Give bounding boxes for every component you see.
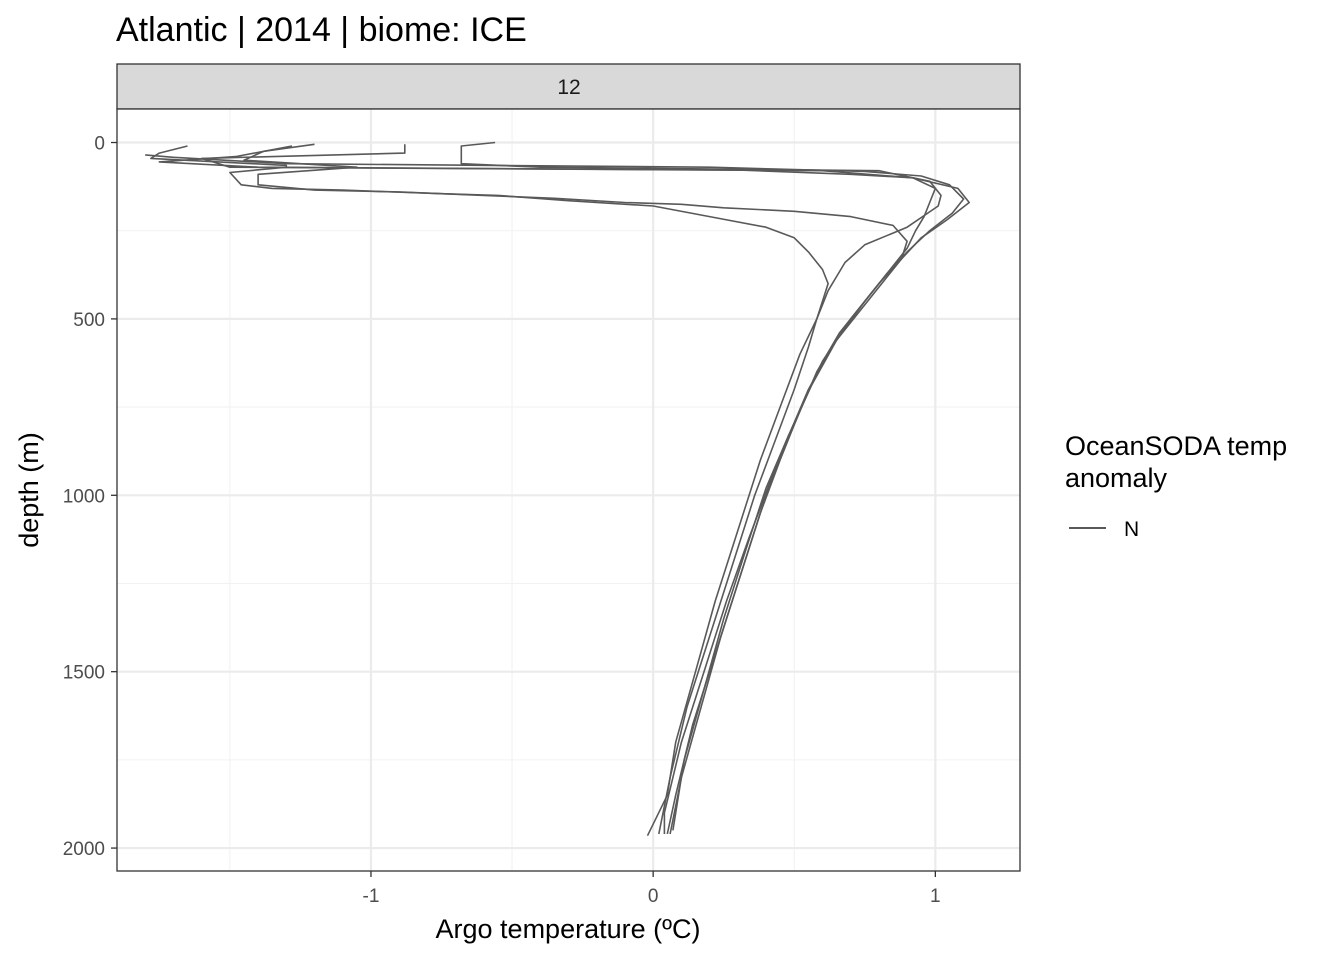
x-tick-label: -1	[363, 886, 380, 907]
grid-minor	[117, 109, 1020, 871]
legend-entry-n: N	[1124, 518, 1139, 541]
profile-line-4	[150, 145, 829, 835]
facet-strip-label: 12	[557, 76, 580, 99]
y-tick-label: 500	[73, 310, 105, 331]
legend-title-line1: OceanSODA temp	[1065, 431, 1287, 461]
panel-border	[116, 108, 1021, 872]
y-tick-label: 0	[94, 134, 105, 155]
x-tick-label: 0	[648, 886, 659, 907]
y-axis-title: depth (m)	[14, 432, 44, 548]
series-layer	[145, 141, 970, 837]
profile-line-3	[158, 145, 937, 835]
x-axis: -1 0 1	[363, 871, 941, 907]
legend-title-line2: anomaly	[1065, 463, 1168, 493]
plot-panel	[117, 109, 1020, 871]
x-tick-label: 1	[930, 886, 941, 907]
profile-line-1	[460, 141, 942, 837]
y-axis: 0 500 1000 1500 2000	[63, 134, 117, 860]
chart-title: Atlantic | 2014 | biome: ICE	[116, 11, 527, 49]
y-tick-label: 1000	[63, 486, 105, 507]
facet-strip	[116, 63, 1021, 110]
grid-major	[117, 109, 1020, 871]
profile-line-6	[145, 154, 965, 831]
x-axis-title: Argo temperature (ºC)	[436, 914, 701, 944]
legend: OceanSODA temp anomaly N	[1065, 431, 1287, 541]
y-tick-label: 2000	[63, 839, 105, 860]
y-tick-label: 1500	[63, 663, 105, 684]
